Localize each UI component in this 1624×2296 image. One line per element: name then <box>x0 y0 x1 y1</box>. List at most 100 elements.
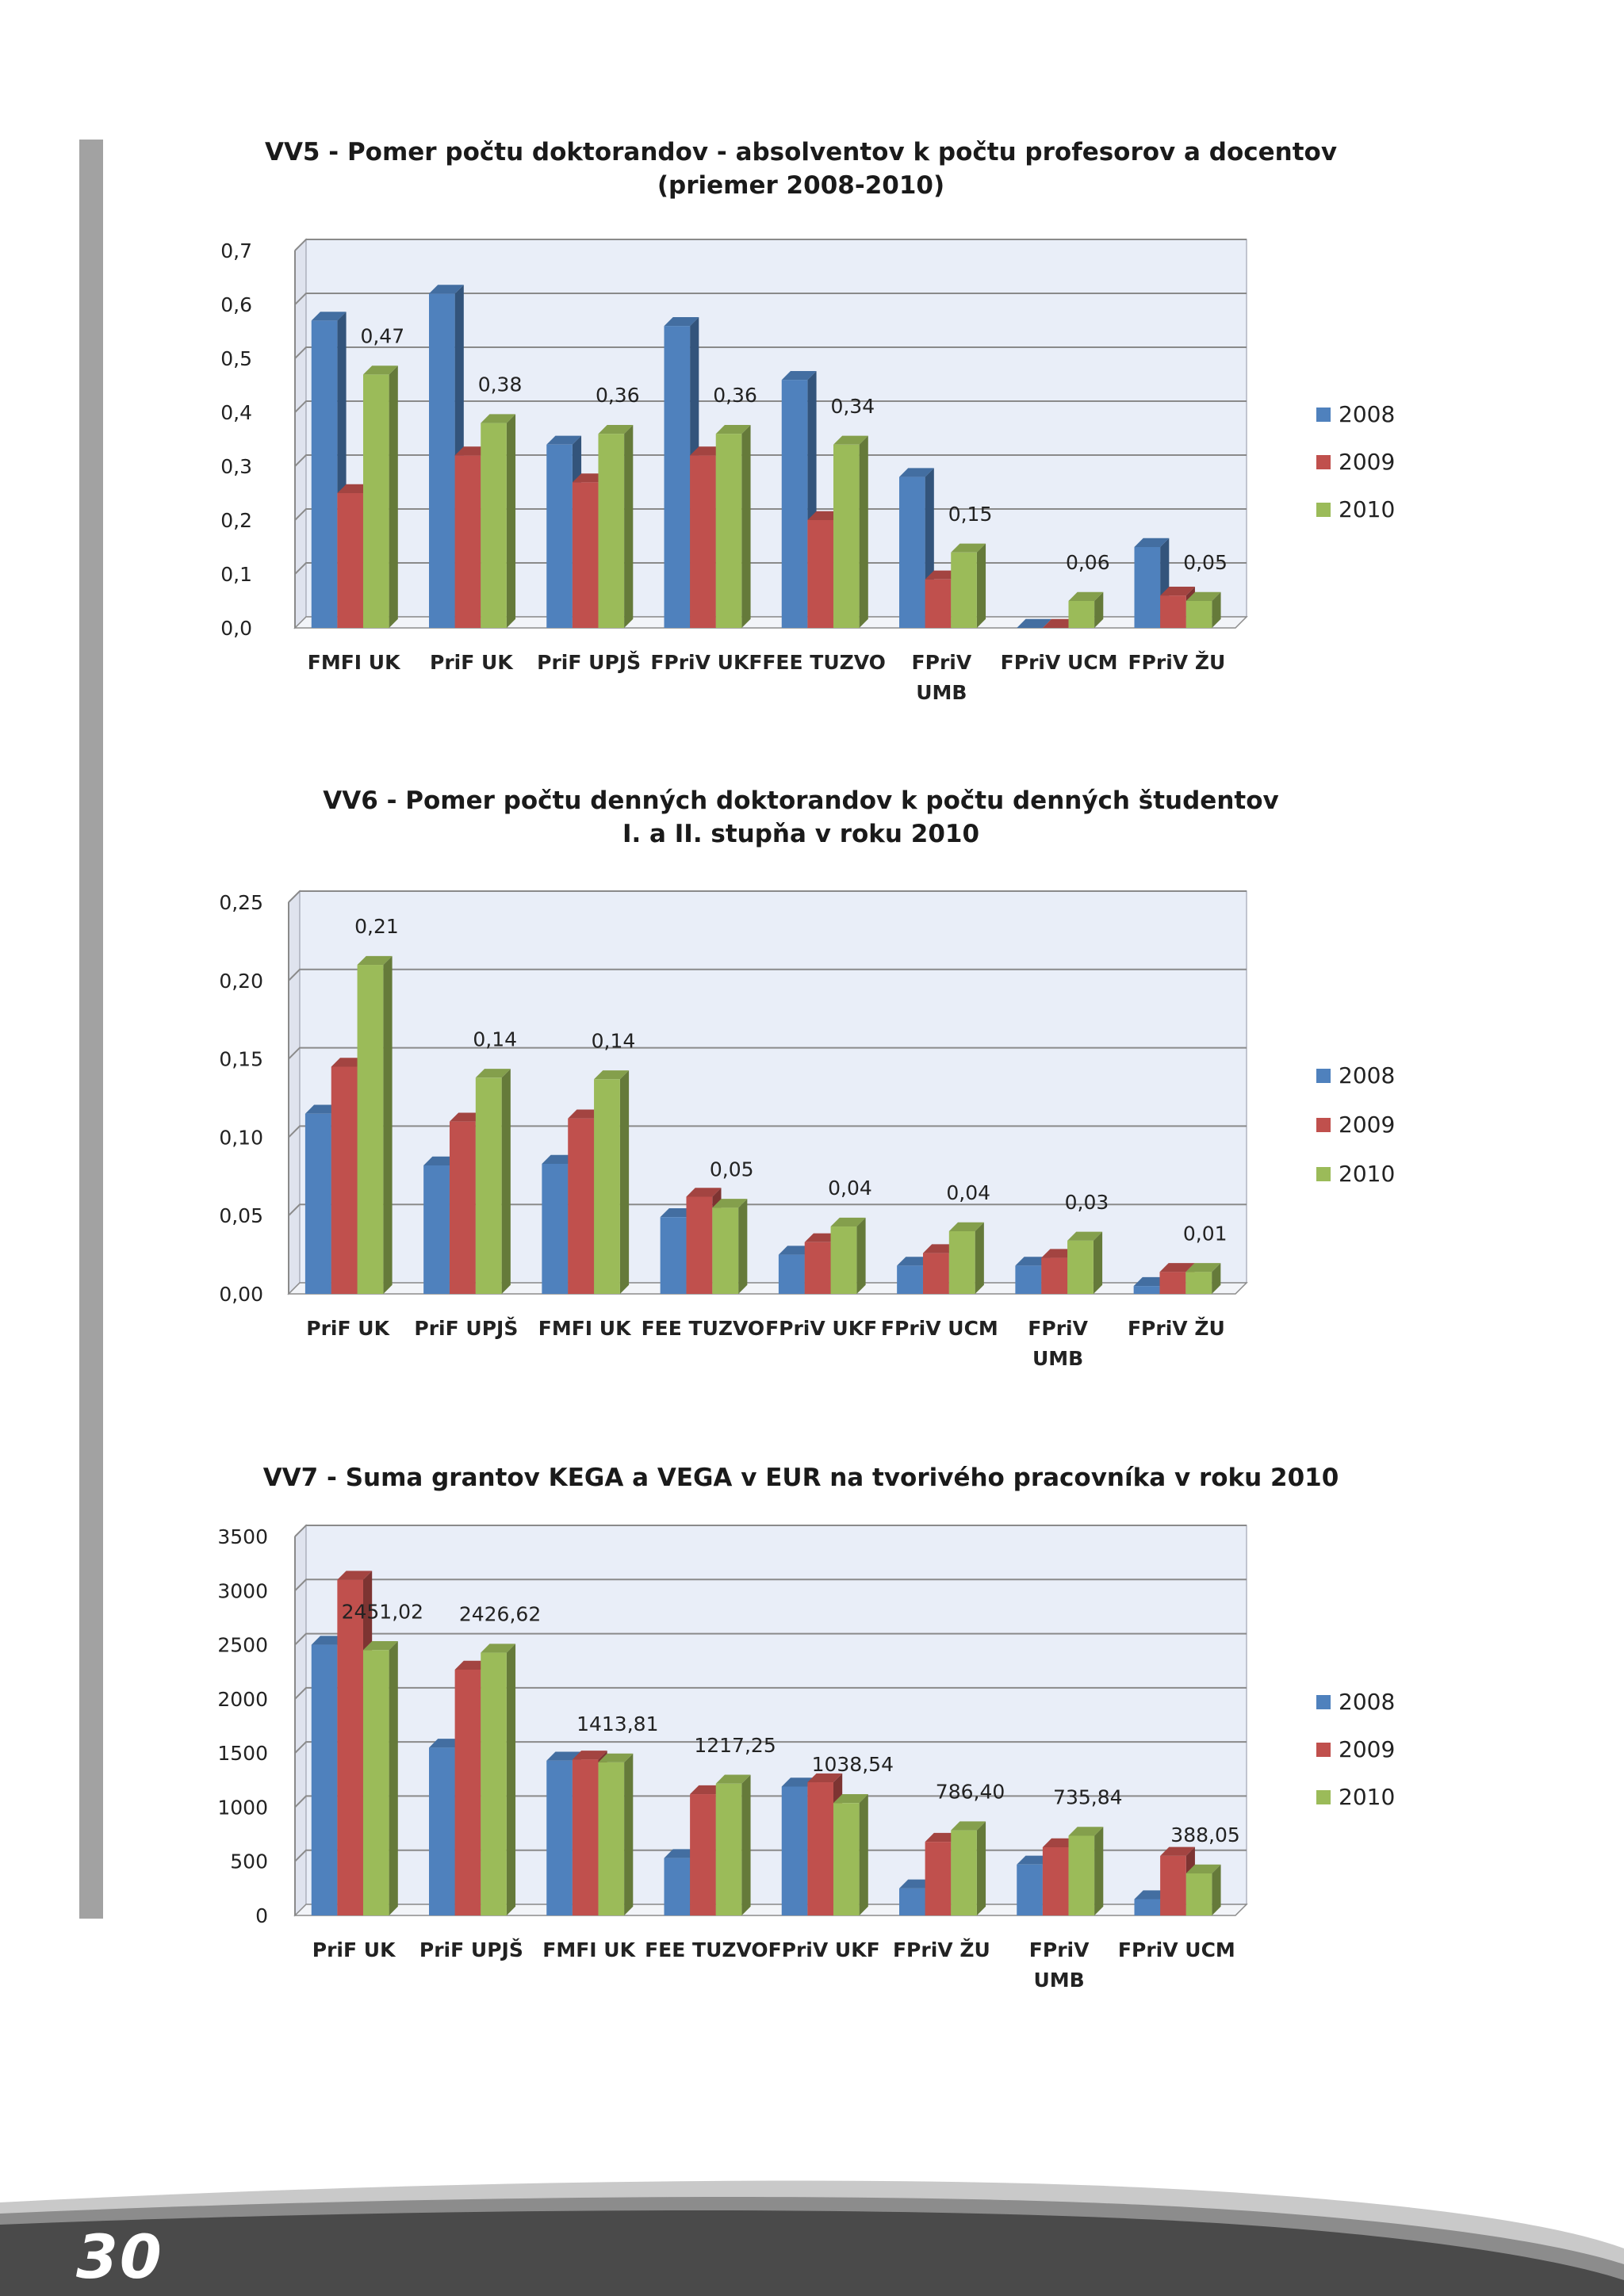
data-label: 2451,02 <box>342 1600 423 1623</box>
y-tick-label: 0,4 <box>220 401 252 424</box>
data-label: 0,06 <box>1066 551 1110 574</box>
y-tick-label: 0 <box>255 1904 268 1927</box>
bar-2010-0 <box>362 365 398 628</box>
data-label: 1217,25 <box>694 1734 776 1757</box>
bar-2010-7 <box>1185 1263 1221 1294</box>
legend-label-2008: 2008 <box>1339 1689 1395 1715</box>
data-label: 1038,54 <box>812 1753 894 1776</box>
category-label: FPriV UCM <box>881 1317 998 1340</box>
bar-2010-6 <box>1067 1231 1103 1294</box>
y-tick-label: 0,25 <box>219 891 263 914</box>
data-label: 388,05 <box>1170 1823 1239 1846</box>
category-label: FEE TUZVO <box>642 1317 765 1340</box>
data-label: 735,84 <box>1053 1786 1122 1809</box>
y-tick-label: 0,05 <box>219 1204 263 1227</box>
y-tick-label: 0,20 <box>219 970 263 993</box>
bar-2008-0 <box>311 312 347 628</box>
bar-2010-4 <box>833 435 868 628</box>
category-label: UMB <box>916 681 967 704</box>
legend-swatch-2009 <box>1316 455 1331 469</box>
bar-2010-6 <box>1068 591 1104 628</box>
plot-side-wall <box>288 890 301 1295</box>
legend-swatch-2010 <box>1316 503 1331 517</box>
gridline <box>288 1047 1247 1060</box>
y-tick-label: 1000 <box>217 1796 268 1819</box>
gridline <box>294 1578 1247 1591</box>
legend-label-2010: 2010 <box>1339 1161 1395 1187</box>
data-label: 2426,62 <box>459 1603 541 1626</box>
y-tick-label: 2500 <box>217 1634 268 1657</box>
legend-label-2010: 2010 <box>1339 496 1395 522</box>
data-label: 0,38 <box>478 373 523 396</box>
legend-swatch-2008 <box>1316 1069 1331 1083</box>
bar-2010-3 <box>712 1199 748 1294</box>
category-label: PriF UPJŠ <box>414 1316 518 1340</box>
category-label: PriF UK <box>312 1938 396 1961</box>
data-label: 0,14 <box>473 1027 517 1050</box>
data-label: 0,03 <box>1065 1191 1109 1214</box>
data-label: 0,04 <box>828 1177 872 1200</box>
y-tick-label: 0,1 <box>220 563 252 586</box>
legend-swatch-2009 <box>1316 1743 1331 1757</box>
plot-side-wall <box>294 1524 307 1917</box>
gridline <box>288 1125 1247 1138</box>
y-tick-label: 0,3 <box>220 455 252 478</box>
legend-label-2010: 2010 <box>1339 1784 1395 1810</box>
legend-swatch-2008 <box>1316 1695 1331 1709</box>
bar-2010-3 <box>715 1774 751 1915</box>
bar-2010-6 <box>1068 1827 1104 1915</box>
legend-label-2009: 2009 <box>1339 1112 1395 1138</box>
gridline <box>288 1203 1247 1216</box>
bar-2010-2 <box>598 1753 634 1915</box>
legend-swatch-2010 <box>1316 1790 1331 1804</box>
y-tick-label: 1500 <box>217 1742 268 1765</box>
y-tick-label: 0,15 <box>219 1048 263 1071</box>
bar-2010-5 <box>951 543 986 628</box>
sidebar-accent-bar <box>79 140 103 1919</box>
bar-2010-0 <box>357 955 393 1294</box>
gridline <box>294 293 1247 305</box>
data-label: 0,36 <box>596 384 640 407</box>
bar-2010-5 <box>951 1821 986 1915</box>
legend-swatch-2008 <box>1316 408 1331 422</box>
data-label: 0,05 <box>710 1158 754 1181</box>
chart-title-line: VV5 - Pomer počtu doktorandov - absolven… <box>265 138 1337 166</box>
data-label: 0,14 <box>592 1029 636 1052</box>
category-label: FPriV <box>1029 1938 1090 1961</box>
page-footer-swoosh <box>0 2180 1624 2296</box>
bar-2010-0 <box>362 1641 398 1915</box>
bar-2010-1 <box>475 1069 511 1294</box>
category-label: FPriV UCM <box>1118 1938 1235 1961</box>
bar-2010-3 <box>715 425 751 628</box>
category-label: FPriV UCM <box>1001 651 1118 674</box>
legend-swatch-2010 <box>1316 1167 1331 1181</box>
y-tick-label: 3500 <box>217 1525 268 1548</box>
category-label: FPriV UKF <box>765 1317 877 1340</box>
bar-2010-7 <box>1185 591 1221 628</box>
gridline <box>294 1741 1247 1754</box>
data-label: 1413,81 <box>576 1712 658 1735</box>
bar-2010-1 <box>481 1644 516 1915</box>
category-label: FEE TUZVO <box>645 1938 768 1961</box>
bar-2008-6 <box>1017 618 1052 628</box>
category-label: FMFI UK <box>308 651 401 674</box>
bar-2010-4 <box>833 1793 868 1915</box>
bar-2010-5 <box>948 1222 984 1294</box>
data-label: 0,01 <box>1183 1222 1228 1245</box>
gridline <box>288 968 1247 982</box>
page-number: 30 <box>76 2221 163 2292</box>
category-label: FMFI UK <box>538 1317 632 1340</box>
category-label: FPriV ŽU <box>1128 1317 1225 1340</box>
data-label: 0,04 <box>946 1181 990 1204</box>
y-tick-label: 0,10 <box>219 1126 263 1149</box>
gridline <box>294 454 1247 467</box>
category-label: FPriV UKF <box>650 651 762 674</box>
chart-vv6: VV6 - Pomer počtu denných doktorandov k … <box>219 786 1395 1370</box>
data-label: 0,15 <box>948 503 993 526</box>
category-label: PriF UK <box>430 651 514 674</box>
data-label: 786,40 <box>936 1781 1005 1804</box>
category-label: FPriV UKF <box>768 1938 880 1961</box>
bar-2010-1 <box>481 414 516 628</box>
category-label: FPriV ŽU <box>893 1938 990 1961</box>
gridline <box>294 1525 1247 1537</box>
